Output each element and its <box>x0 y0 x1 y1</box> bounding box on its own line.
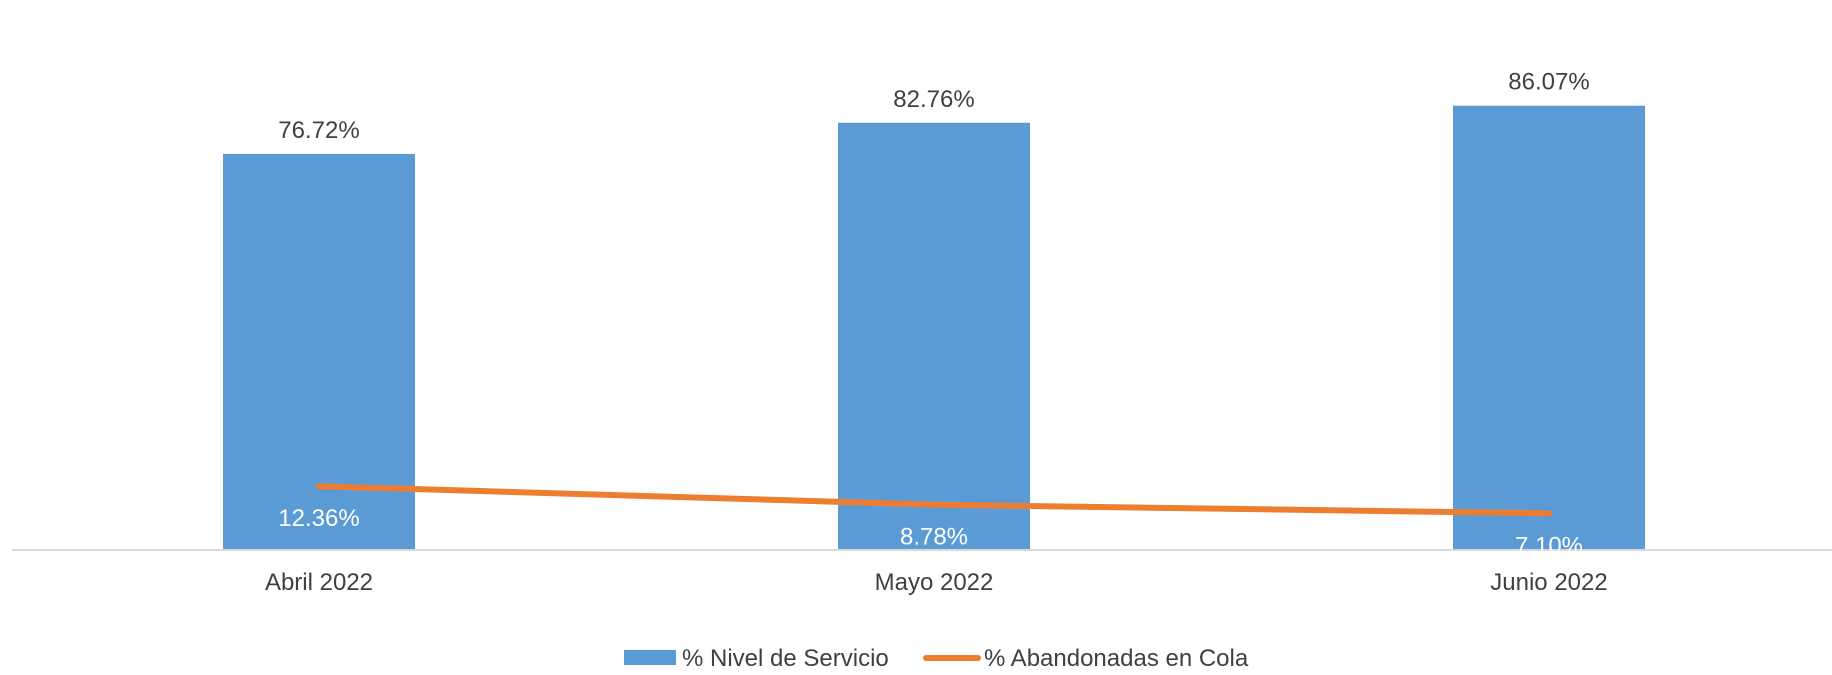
bar-3 <box>1453 105 1645 550</box>
line-value-label: 8.78% <box>900 524 968 551</box>
line-value-label: 7.10% <box>1515 532 1583 559</box>
bar-2 <box>838 122 1030 550</box>
line-value-label: 12.36% <box>278 505 359 532</box>
category-label: Abril 2022 <box>265 569 373 596</box>
legend-label-line: % Abandonadas en Cola <box>984 645 1249 670</box>
bar-value-label: 86.07% <box>1508 69 1589 96</box>
category-label: Junio 2022 <box>1490 569 1607 596</box>
legend: % Nivel de Servicio % Abandonadas en Col… <box>624 645 1249 672</box>
line-series-abandonadas <box>316 483 1552 517</box>
bar-value-label: 82.76% <box>893 86 974 113</box>
labels-layer: 76.72% Abril 2022 82.76% Mayo 2022 86.07% Jun… <box>265 69 1608 596</box>
category-label: Mayo 2022 <box>875 569 994 596</box>
legend-swatch-bar <box>624 650 676 665</box>
legend-label-bar: % Nivel de Servicio <box>682 645 889 670</box>
bar-value-label: 76.72% <box>278 117 359 144</box>
line-layer <box>316 483 1552 517</box>
bars-layer <box>223 105 1645 550</box>
